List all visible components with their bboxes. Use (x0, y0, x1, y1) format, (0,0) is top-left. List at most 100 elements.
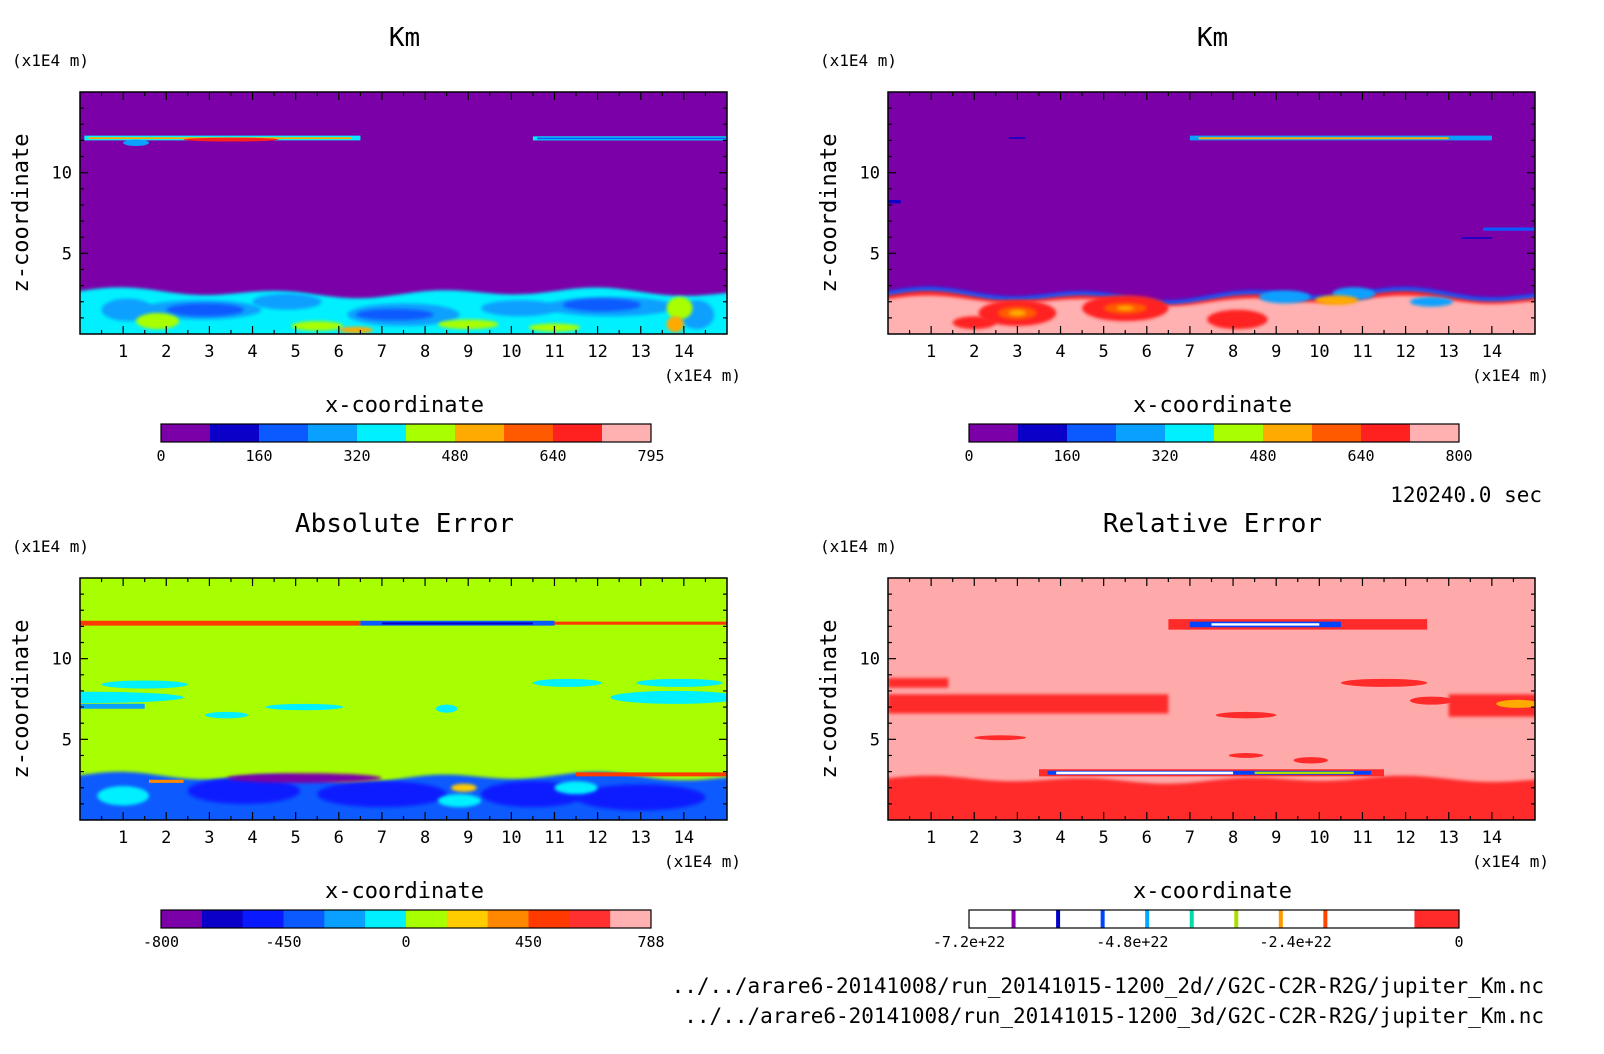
x-tick-label: 4 (1055, 342, 1065, 362)
colorbar-tick-label: 800 (1445, 447, 1472, 465)
colorbar: -7.2e+22 -4.8e+22 -2.4e+22 0 (933, 909, 1464, 951)
colorbar-swatch (1165, 424, 1215, 442)
x-tick-label: 11 (1352, 828, 1372, 848)
peak-blob (1008, 309, 1027, 317)
y-tick-label: 10 (52, 650, 72, 670)
y-unit-label: (x1E4 m) (12, 537, 89, 556)
colorbar-swatch (969, 910, 1015, 928)
colorbar-tick-label: 320 (1151, 447, 1178, 465)
x-tick-label: 7 (1185, 828, 1195, 848)
y-tick-label: 10 (860, 650, 880, 670)
chart-title: Relative Error (1103, 509, 1322, 539)
colorbar: 0 160 320 480 640 800 (964, 423, 1473, 465)
x-tick-label: 2 (161, 828, 171, 848)
colorbar-tick-label: 640 (539, 447, 566, 465)
x-tick-label: 8 (1228, 342, 1238, 362)
high-value-blob (136, 313, 180, 330)
colorbar-stripe (1189, 910, 1194, 928)
colorbar-stripe (1011, 910, 1016, 928)
mid-level-blob (80, 691, 184, 704)
colorbar-tick-label: 480 (1249, 447, 1276, 465)
x-tick-label: 12 (1395, 342, 1415, 362)
x-tick-label: 4 (247, 828, 257, 848)
x-tick-label: 10 (1309, 828, 1329, 848)
colorbar-tick-label: 0 (1454, 933, 1463, 951)
mid-level-blob (610, 690, 727, 704)
colorbar-swatch (1013, 910, 1059, 928)
mid-level-band (1448, 694, 1535, 717)
negative-blob (187, 778, 300, 804)
colorbar-stripe (1056, 910, 1061, 928)
colorbar-tick-label: 160 (1053, 447, 1080, 465)
colorbar-swatch (1361, 424, 1411, 442)
near-zero-blob (438, 794, 482, 808)
colorbar-tick-label: 0 (401, 933, 410, 951)
y-axis-label: z-coordinate (817, 134, 842, 293)
x-tick-label: 6 (334, 342, 344, 362)
cool-blob (1409, 296, 1454, 307)
footer-file-3d: ../../arare6-20141008/run_20141015-1200_… (684, 1004, 1544, 1028)
colorbar-tick-label: 320 (343, 447, 370, 465)
x-tick-label: 2 (969, 828, 979, 848)
y-axis-label: z-coordinate (817, 620, 842, 779)
x-tick-label: 12 (1395, 828, 1415, 848)
x-tick-label: 13 (1438, 828, 1458, 848)
x-axis-label: x-coordinate (325, 393, 484, 418)
y-tick-label: 10 (52, 164, 72, 184)
x-tick-label: 14 (1482, 342, 1502, 362)
colorbar-swatch (602, 424, 652, 442)
colorbar-swatch (259, 424, 309, 442)
y-unit-label: (x1E4 m) (820, 51, 897, 70)
x-tick-label: 3 (1012, 342, 1022, 362)
negative-blob (576, 784, 706, 811)
y-tick-label: 5 (62, 244, 72, 264)
colorbar-tick-label: 160 (245, 447, 272, 465)
colorbar: 0 160 320 480 640 795 (156, 423, 665, 465)
colorbar-tick-label: 0 (964, 447, 973, 465)
colorbar-tick-label: 788 (637, 933, 664, 951)
x-tick-label: 4 (1055, 828, 1065, 848)
x-tick-label: 9 (463, 342, 473, 362)
x-tick-label: 3 (204, 828, 214, 848)
colorbar-swatch (1325, 910, 1371, 928)
x-tick-label: 8 (420, 342, 430, 362)
colorbar-swatch (455, 424, 505, 442)
colorbar-frame (968, 423, 1460, 443)
colorbar-swatch (1214, 424, 1264, 442)
x-tick-label: 7 (377, 342, 387, 362)
colorbar-tick-label: 450 (515, 933, 542, 951)
y-unit-label: (x1E4 m) (820, 537, 897, 556)
chart-title: Km (389, 23, 420, 53)
tropopause-core (537, 137, 727, 140)
x-tick-label: 13 (1438, 342, 1458, 362)
x-tick-label: 13 (630, 342, 650, 362)
colorbar-swatch (1147, 910, 1193, 928)
chart-title: Km (1197, 23, 1228, 53)
colorbar-stripe (1278, 910, 1283, 928)
x-unit-label: (x1E4 m) (664, 852, 741, 871)
updraft-blob (952, 316, 996, 330)
mid-level-blob (1496, 699, 1535, 708)
updraft-blob (1207, 309, 1268, 330)
red-blob (1293, 757, 1328, 764)
colorbar-swatch (1414, 910, 1460, 928)
tropopause-dip (123, 139, 150, 147)
mid-level-streak (1483, 227, 1535, 231)
colorbar-frame (160, 909, 652, 929)
x-tick-label: 10 (501, 828, 521, 848)
x-tick-label: 1 (118, 828, 128, 848)
x-tick-label: 9 (463, 828, 473, 848)
x-tick-label: 3 (204, 342, 214, 362)
colorbar-swatch (1102, 910, 1148, 928)
updraft-blob (252, 293, 322, 310)
colorbar-swatch (569, 910, 611, 928)
warm-blob (1315, 295, 1359, 305)
colorbar-swatch (1236, 910, 1282, 928)
min-blob (226, 773, 382, 783)
tropopause-core (1198, 137, 1449, 140)
high-value-blob (666, 296, 693, 320)
colorbar-swatch (242, 910, 284, 928)
x-tick-label: 7 (377, 828, 387, 848)
colorbar-tick-label: -800 (143, 933, 179, 951)
